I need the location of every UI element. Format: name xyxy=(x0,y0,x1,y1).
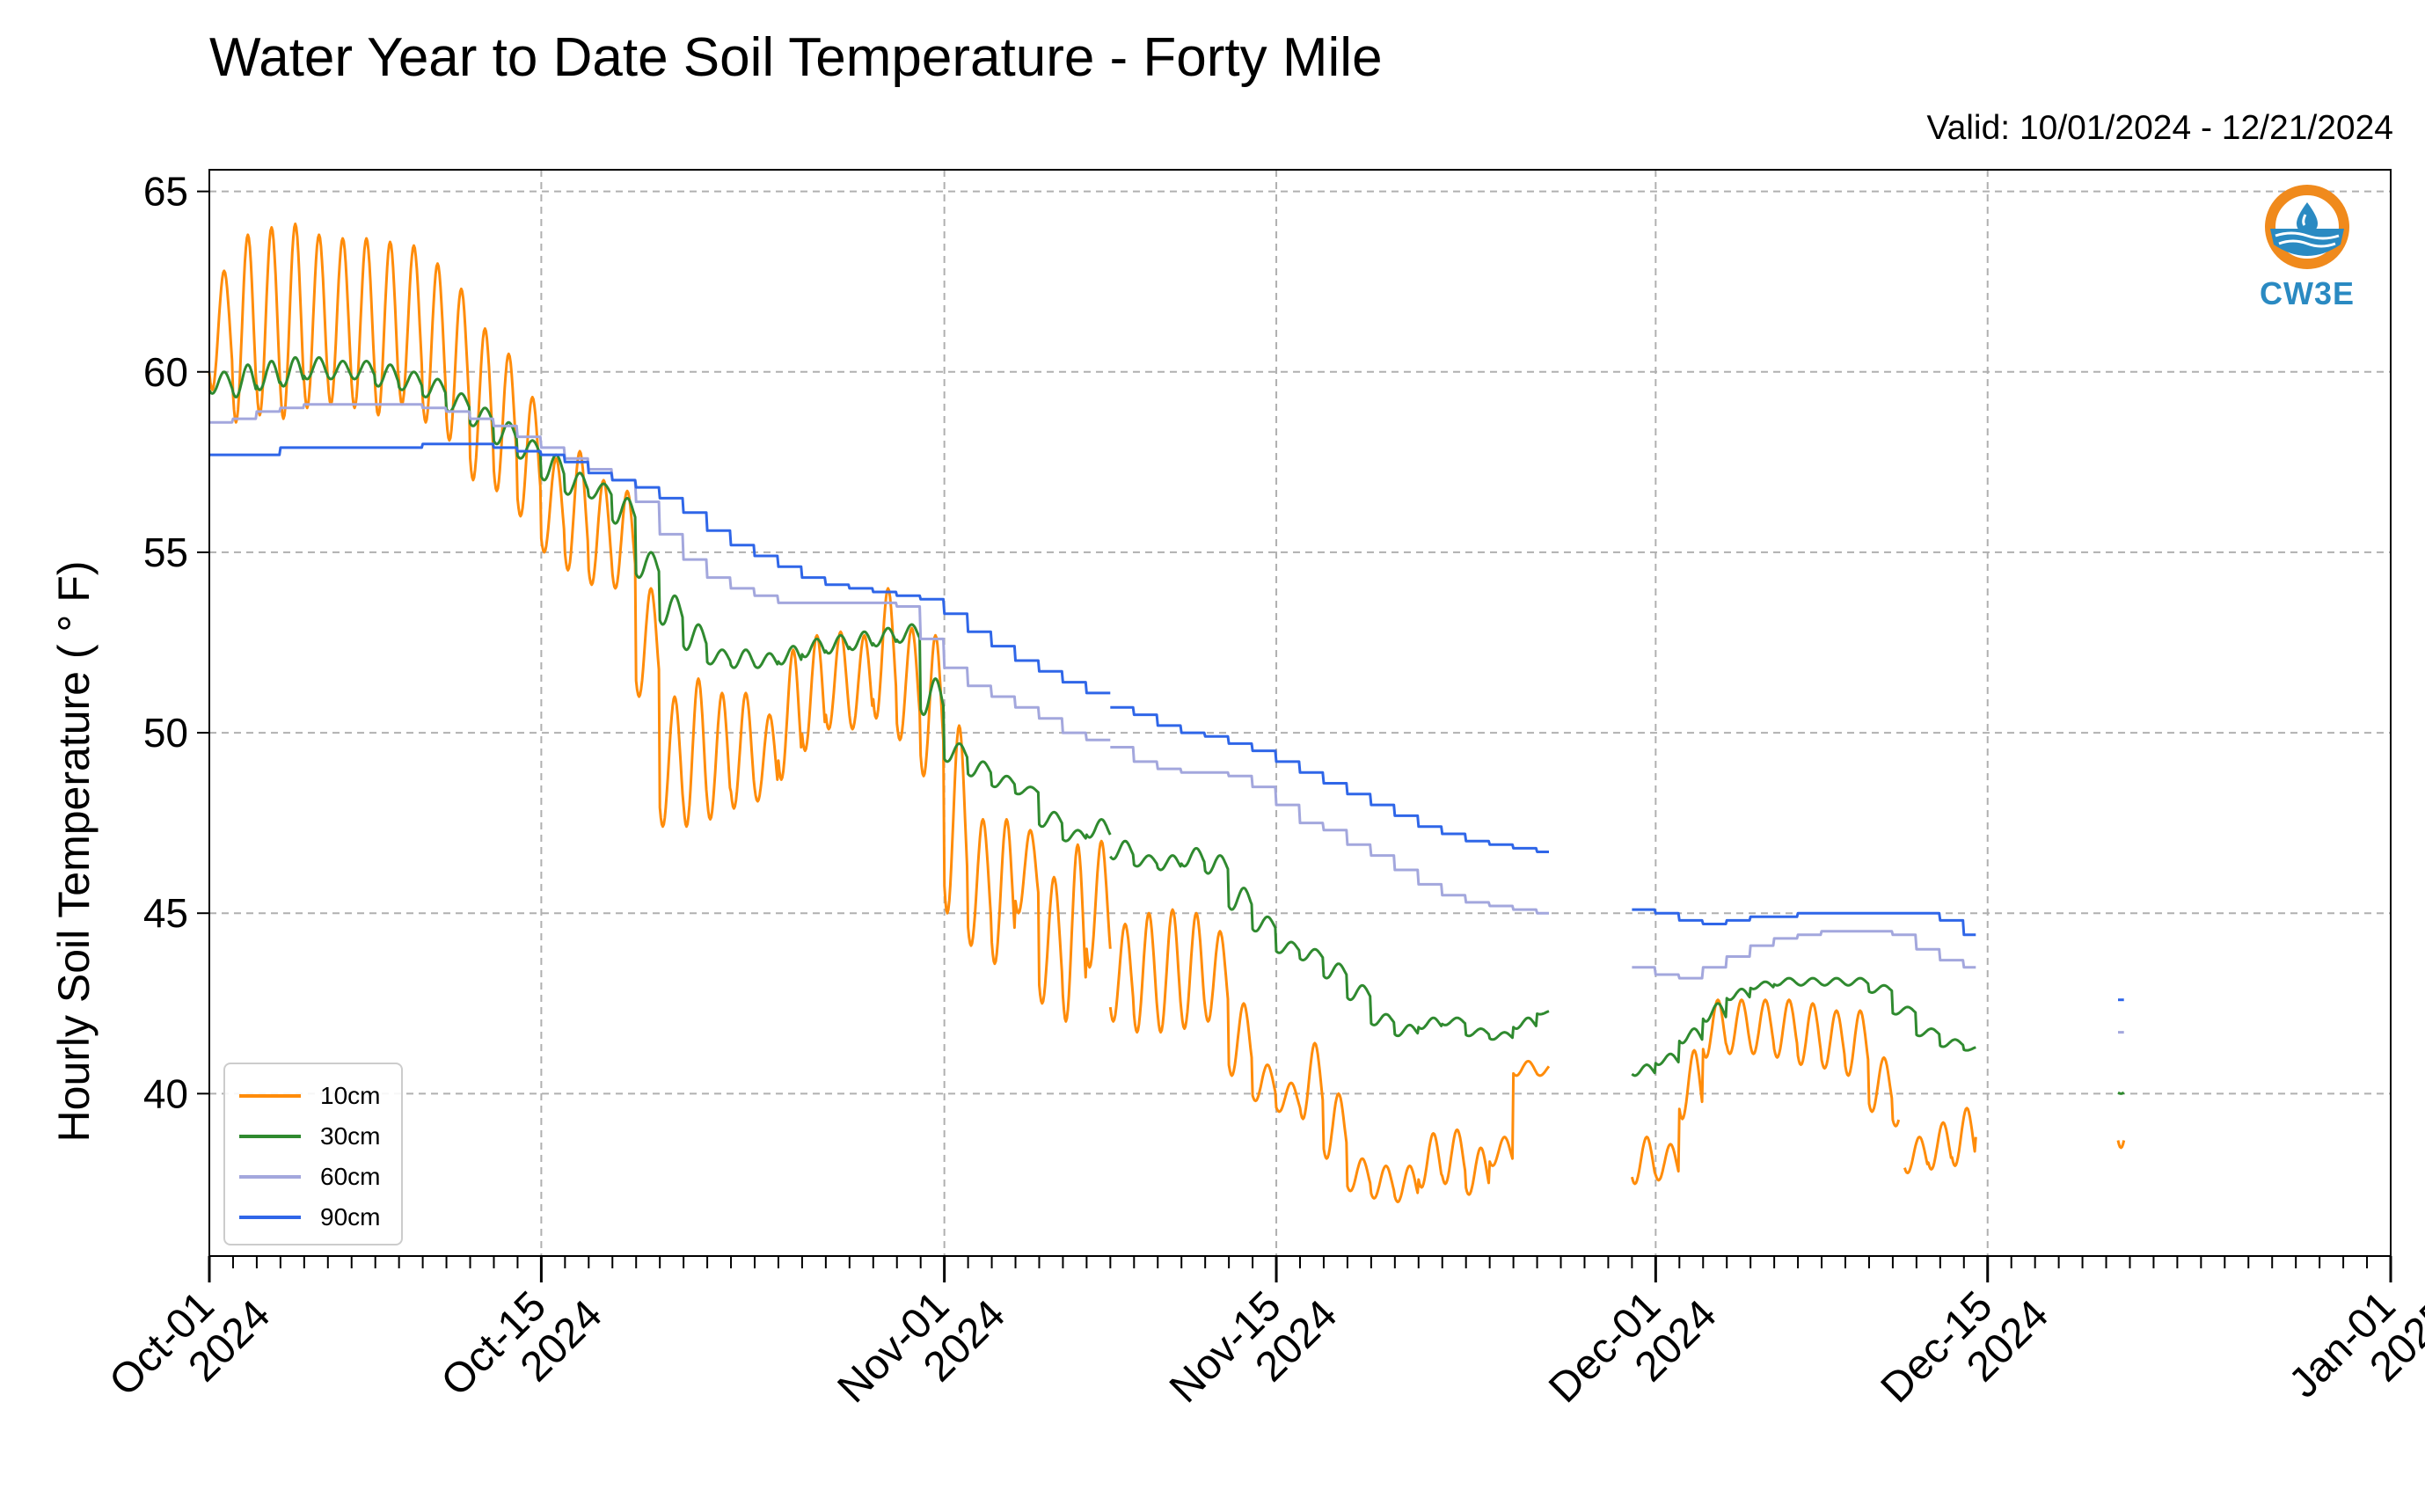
series-line xyxy=(1632,930,1976,980)
series-line xyxy=(2116,1140,2126,1150)
y-tick-label: 65 xyxy=(143,169,188,215)
series-10cm xyxy=(208,223,2126,1203)
chart-title: Water Year to Date Soil Temperature - Fo… xyxy=(209,27,1383,88)
y-tick-label: 50 xyxy=(143,710,188,756)
legend-label: 30cm xyxy=(320,1122,381,1150)
y-tick-label: 45 xyxy=(143,890,188,936)
valid-date-range: Valid: 10/01/2024 - 12/21/2024 xyxy=(1926,109,2393,147)
series-line xyxy=(1108,908,1551,1203)
legend-item-60cm: 60cm xyxy=(239,1159,380,1194)
legend-label: 10cm xyxy=(320,1082,381,1109)
series-line xyxy=(208,442,1111,695)
legend-item-10cm: 10cm xyxy=(239,1078,380,1114)
series-line xyxy=(1632,908,1976,937)
series-line xyxy=(1630,998,1901,1186)
legend-swatch xyxy=(239,1094,301,1098)
series-30cm xyxy=(208,355,2125,1095)
series-line xyxy=(1631,976,1976,1077)
y-axis-label: Hourly Soil Temperature ( ° F) xyxy=(49,560,99,1143)
x-tick-label: Nov-152024 xyxy=(1161,1259,1347,1444)
series-line xyxy=(1110,746,1550,915)
series-line xyxy=(208,355,1112,843)
x-tick-label: Oct-152024 xyxy=(433,1259,611,1437)
water-drop-icon xyxy=(2265,185,2349,269)
series-line xyxy=(2117,1091,2125,1095)
legend-swatch xyxy=(239,1135,301,1138)
legend-item-30cm: 30cm xyxy=(239,1119,380,1154)
y-tick-label: 60 xyxy=(143,349,188,395)
legend-label: 60cm xyxy=(320,1163,381,1190)
logo-text: CW3E xyxy=(2259,275,2355,311)
y-tick-label: 40 xyxy=(143,1070,188,1116)
x-tick-label: Jan-012025 xyxy=(2281,1259,2425,1439)
legend-swatch xyxy=(239,1216,301,1219)
series-line xyxy=(1109,839,1550,1041)
series-60cm xyxy=(208,403,2125,1034)
y-tick-label: 55 xyxy=(143,530,188,575)
series-line xyxy=(1110,705,1550,853)
legend-label: 90cm xyxy=(320,1203,381,1231)
legend: 10cm 30cm 60cm 90cm xyxy=(223,1063,403,1245)
cw3e-logo: CW3E xyxy=(2257,183,2357,312)
series-line xyxy=(208,403,1111,741)
legend-swatch xyxy=(239,1175,301,1179)
series-line xyxy=(1903,1107,1977,1175)
series-line xyxy=(208,223,1112,1023)
x-tick-label: Dec-012024 xyxy=(1540,1259,1726,1444)
x-tick-label: Oct-012024 xyxy=(100,1259,279,1437)
legend-item-90cm: 90cm xyxy=(239,1200,380,1235)
x-tick-label: Nov-012024 xyxy=(829,1259,1015,1444)
x-tick-label: Dec-152024 xyxy=(1873,1259,2058,1444)
series-90cm xyxy=(208,442,2125,1002)
